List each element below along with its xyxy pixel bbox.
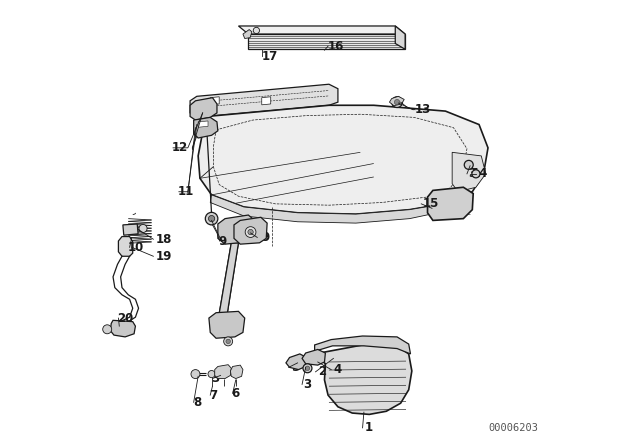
Polygon shape xyxy=(190,84,338,117)
Polygon shape xyxy=(110,320,136,337)
Text: 5: 5 xyxy=(291,361,299,374)
Circle shape xyxy=(191,370,200,379)
Circle shape xyxy=(305,366,310,370)
Circle shape xyxy=(224,337,233,346)
Circle shape xyxy=(464,160,473,169)
Text: 2: 2 xyxy=(317,365,326,379)
Text: 12: 12 xyxy=(172,141,188,155)
Circle shape xyxy=(392,97,403,108)
Text: 20: 20 xyxy=(118,311,134,325)
Polygon shape xyxy=(315,336,410,354)
Polygon shape xyxy=(428,187,473,220)
Text: 3: 3 xyxy=(468,167,476,181)
Circle shape xyxy=(103,325,112,334)
Polygon shape xyxy=(219,243,239,314)
Polygon shape xyxy=(210,192,472,223)
Polygon shape xyxy=(248,34,405,49)
Text: 6: 6 xyxy=(232,387,240,400)
Text: 8: 8 xyxy=(194,396,202,409)
Polygon shape xyxy=(190,98,217,120)
Polygon shape xyxy=(234,217,267,244)
Text: 3: 3 xyxy=(303,378,312,391)
Polygon shape xyxy=(262,97,271,105)
Text: 17: 17 xyxy=(262,50,278,63)
Polygon shape xyxy=(209,311,244,338)
Text: 3: 3 xyxy=(212,372,220,385)
Circle shape xyxy=(248,229,253,235)
Circle shape xyxy=(205,212,218,225)
Text: 10: 10 xyxy=(127,241,143,254)
Polygon shape xyxy=(118,237,132,256)
Text: 1: 1 xyxy=(365,421,373,435)
Text: 13: 13 xyxy=(415,103,431,116)
Text: 00006203: 00006203 xyxy=(488,423,538,433)
Circle shape xyxy=(139,224,147,233)
Text: 7: 7 xyxy=(209,388,218,402)
Polygon shape xyxy=(389,96,404,106)
Circle shape xyxy=(209,215,215,222)
Text: 16: 16 xyxy=(328,39,344,53)
Circle shape xyxy=(253,27,260,34)
Polygon shape xyxy=(197,105,488,214)
Circle shape xyxy=(245,227,256,237)
Circle shape xyxy=(208,370,215,378)
Text: 11: 11 xyxy=(177,185,194,198)
Polygon shape xyxy=(230,365,243,379)
Text: 15: 15 xyxy=(423,197,440,211)
Polygon shape xyxy=(396,26,405,49)
Polygon shape xyxy=(286,354,307,370)
Polygon shape xyxy=(194,117,218,138)
Polygon shape xyxy=(239,26,405,34)
Polygon shape xyxy=(452,152,486,192)
Polygon shape xyxy=(302,349,325,365)
Text: 19: 19 xyxy=(156,250,172,263)
Circle shape xyxy=(394,99,400,105)
Polygon shape xyxy=(123,224,138,235)
Text: 9: 9 xyxy=(218,234,227,248)
Polygon shape xyxy=(215,365,231,379)
Text: 4: 4 xyxy=(333,363,342,376)
Polygon shape xyxy=(198,121,208,127)
Polygon shape xyxy=(243,30,252,39)
Text: 18: 18 xyxy=(156,233,172,246)
Polygon shape xyxy=(218,215,257,244)
Polygon shape xyxy=(315,345,412,414)
Circle shape xyxy=(472,170,480,178)
Circle shape xyxy=(226,339,230,344)
Circle shape xyxy=(303,364,312,373)
Text: 9: 9 xyxy=(262,231,270,244)
Polygon shape xyxy=(210,97,220,105)
Text: 14: 14 xyxy=(472,167,488,181)
